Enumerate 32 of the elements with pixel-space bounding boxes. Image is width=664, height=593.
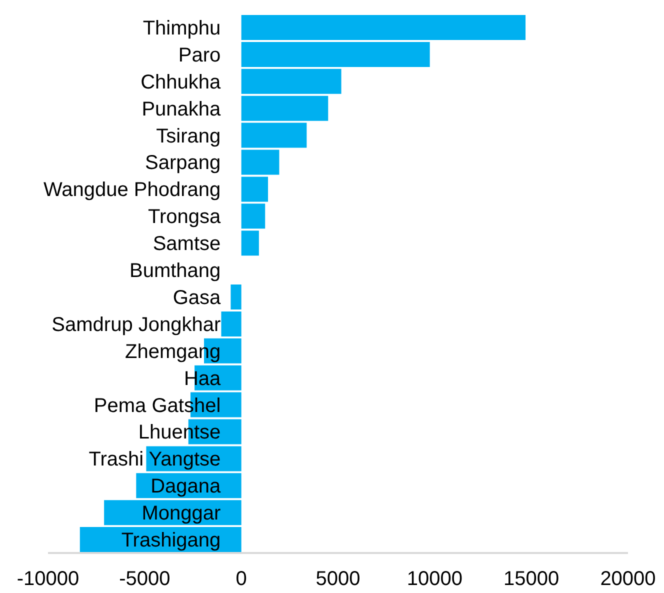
x-tick-label: -10000	[16, 568, 80, 590]
x-tick-label: 10000	[406, 568, 462, 590]
bar	[230, 284, 242, 310]
y-tick-label: Tsirang	[156, 125, 221, 148]
y-tick-label: Paro	[178, 44, 221, 66]
bar	[241, 204, 266, 229]
y-tick-label: Bumthang	[129, 260, 221, 282]
y-tick-label: Trashigang	[121, 530, 221, 552]
bar	[241, 122, 307, 148]
y-tick-label: Monggar	[142, 502, 222, 525]
x-tick-label: 0	[236, 568, 247, 590]
y-tick-label: Wangdue Phodrang	[43, 179, 221, 202]
y-tick-label: Samdrup Jongkhar	[52, 314, 222, 336]
bar	[241, 15, 526, 40]
bar	[241, 96, 328, 121]
y-tick-label: Dagana	[150, 476, 222, 498]
y-tick-label: Samtse	[152, 233, 221, 256]
bar	[241, 68, 342, 94]
y-tick-label: Trongsa	[148, 206, 222, 228]
x-tick-label: -5000	[119, 568, 170, 590]
bar	[221, 311, 242, 336]
x-tick-label: 5000	[316, 568, 360, 590]
bar	[241, 230, 259, 256]
y-tick-label: Gasa	[172, 286, 222, 309]
y-tick-label: Thimphu	[142, 17, 221, 40]
y-tick-label: Trashi Yangtse	[88, 448, 221, 471]
y-tick-label: Chhukha	[140, 71, 222, 94]
y-tick-label: Punakha	[142, 98, 222, 120]
y-tick-label: Sarpang	[145, 152, 221, 174]
x-tick-label: 20000	[600, 568, 656, 590]
bar	[241, 42, 430, 67]
x-tick-label: 15000	[504, 568, 560, 590]
